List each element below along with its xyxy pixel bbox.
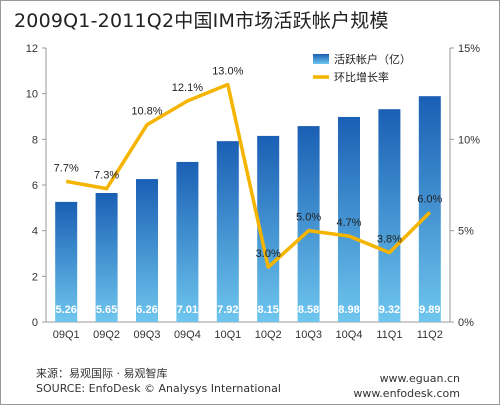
bar-10Q2	[257, 135, 280, 322]
growth-rate-label: 5.0%	[296, 212, 321, 224]
bar-value-label: 5.26	[55, 304, 76, 316]
y2-tick-label: 10%	[458, 134, 480, 146]
url-enfodesk: www.enfodesk.com	[353, 387, 460, 400]
growth-rate-label: 3.8%	[377, 234, 402, 246]
y-tick-label: 0	[32, 317, 38, 329]
bar-value-label: 7.01	[177, 304, 198, 316]
y2-tick-label: 15%	[458, 43, 480, 55]
x-tick-label: 09Q2	[93, 329, 120, 341]
y2-tick-label: 0%	[458, 317, 474, 329]
bar-09Q3	[136, 179, 158, 322]
x-tick-label: 09Q3	[134, 329, 161, 341]
growth-rate-label: 7.3%	[94, 170, 119, 182]
legend-bar-label: 活跃帐户（亿）	[334, 52, 411, 66]
growth-rate-label: 10.8%	[131, 106, 162, 118]
bar-value-label: 8.15	[257, 304, 278, 316]
y-tick-label: 4	[32, 226, 38, 238]
y-tick-label: 2	[32, 271, 38, 283]
x-tick-label: 10Q4	[336, 329, 363, 341]
x-tick-label: 10Q3	[295, 329, 322, 341]
x-tick-label: 09Q4	[174, 329, 201, 341]
bar-value-label: 8.58	[298, 304, 319, 316]
growth-rate-label: 3.0%	[256, 248, 281, 260]
growth-rate-label: 12.1%	[172, 82, 203, 94]
bar-10Q1	[216, 141, 239, 322]
growth-rate-line	[65, 82, 432, 269]
bar-10Q3	[297, 126, 320, 322]
y-tick-label: 10	[26, 89, 38, 101]
source-en: SOURCE: EnfoDesk © Analysys Internationa…	[36, 382, 281, 395]
bar-value-label: 8.98	[338, 304, 359, 316]
growth-rate-label: 6.0%	[417, 193, 442, 205]
url-eguan: www.eguan.cn	[379, 372, 460, 385]
bar-value-label: 9.32	[379, 304, 400, 316]
x-tick-label: 10Q1	[214, 329, 241, 341]
bar-11Q1	[378, 109, 401, 323]
x-tick-label: 10Q2	[255, 329, 282, 341]
bar-value-label: 9.89	[419, 304, 440, 316]
growth-rate-label: 13.0%	[212, 66, 243, 78]
bar-09Q4	[176, 161, 199, 322]
chart-title: 2009Q1-2011Q2中国IM市场活跃帐户规模	[14, 10, 389, 32]
x-tick-label: 11Q2	[417, 329, 443, 341]
growth-rate-label: 7.7%	[54, 162, 79, 174]
x-tick-label: 11Q1	[376, 329, 402, 341]
bar-09Q2	[95, 192, 118, 322]
source-cn: 来源：易观国际 · 易观智库	[36, 367, 168, 380]
y-tick-label: 12	[26, 43, 38, 55]
growth-rate-label: 4.7%	[336, 217, 361, 229]
y-tick-label: 6	[32, 180, 38, 192]
legend-line-label: 环比增长率	[334, 70, 389, 84]
bar-10Q4	[338, 116, 360, 322]
bar-11Q2	[418, 96, 441, 322]
legend-bar-swatch	[313, 54, 329, 64]
bar-value-label: 7.92	[217, 304, 238, 316]
y-tick-label: 8	[32, 134, 38, 146]
bar-value-label: 6.26	[136, 304, 157, 316]
x-tick-label: 09Q1	[53, 329, 80, 341]
bar-09Q1	[55, 201, 78, 322]
y2-tick-label: 5%	[458, 226, 474, 238]
bar-value-label: 5.65	[96, 304, 117, 316]
